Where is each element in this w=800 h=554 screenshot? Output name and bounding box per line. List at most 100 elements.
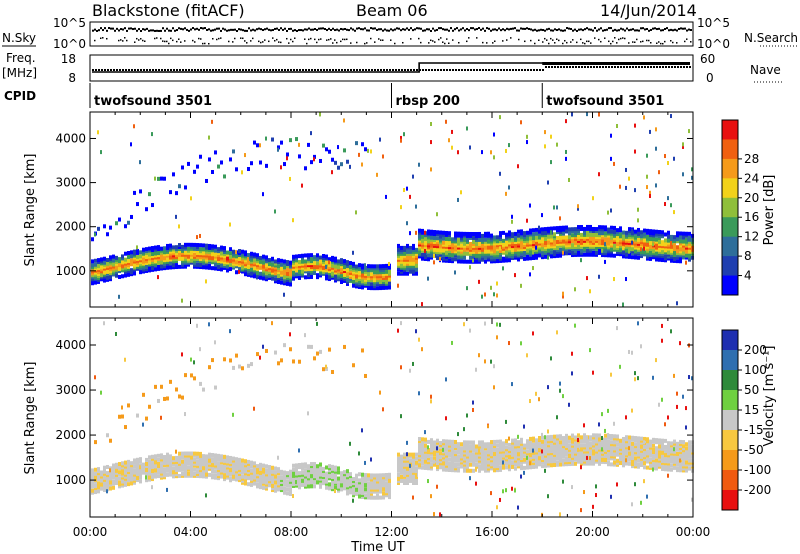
echo-cell xyxy=(613,243,616,248)
echo-cell xyxy=(535,235,538,240)
echo-cell xyxy=(373,479,376,484)
echo-cell xyxy=(688,231,691,236)
echo-cell xyxy=(382,481,385,486)
echo-cell xyxy=(277,258,280,263)
echo-cell xyxy=(256,466,259,471)
nsearch-point xyxy=(122,40,124,42)
noise-cell xyxy=(493,132,495,137)
echo-cell xyxy=(382,487,385,492)
echo-cell xyxy=(280,358,283,363)
echo-cell xyxy=(400,245,403,250)
nsearch-point xyxy=(234,37,236,40)
echo-cell xyxy=(343,259,346,264)
noise-cell xyxy=(400,138,402,143)
echo-cell xyxy=(175,459,178,464)
nsearch-point xyxy=(118,39,120,42)
echo-cell xyxy=(400,456,403,461)
echo-cell xyxy=(169,460,172,465)
echo-cell xyxy=(289,260,292,265)
echo-cell xyxy=(337,476,340,481)
echo-cell xyxy=(373,485,376,490)
echo-cell xyxy=(319,255,322,260)
echo-cell xyxy=(328,470,331,475)
noise-cell xyxy=(325,364,327,369)
echo-cell xyxy=(220,466,223,471)
echo-cell xyxy=(457,259,460,264)
echo-cell xyxy=(220,474,223,479)
echo-cell xyxy=(184,471,187,476)
echo-cell xyxy=(217,468,220,473)
nave-point xyxy=(350,69,352,71)
echo-cell xyxy=(373,487,376,492)
echo-cell xyxy=(424,439,427,444)
echo-cell xyxy=(172,474,175,479)
nsky-point xyxy=(398,27,400,30)
echo-cell xyxy=(439,451,442,456)
echo-cell xyxy=(406,476,409,481)
echo-cell xyxy=(136,471,139,476)
echo-cell xyxy=(190,451,193,456)
echo-cell xyxy=(295,272,298,277)
noise-cell xyxy=(136,245,138,250)
echo-cell xyxy=(403,474,406,479)
echo-cell xyxy=(370,479,373,484)
noise-cell xyxy=(439,512,441,517)
echo-cell xyxy=(493,452,496,457)
nsearch-point xyxy=(172,39,174,42)
echo-cell xyxy=(397,452,400,457)
echo-cell xyxy=(163,463,166,468)
echo-cell xyxy=(451,464,454,469)
echo-cell xyxy=(370,282,373,287)
echo-cell xyxy=(211,465,214,470)
nave-point xyxy=(95,69,97,71)
echo-cell xyxy=(343,472,346,477)
echo-cell xyxy=(190,242,193,247)
echo-cell xyxy=(379,475,382,480)
echo-cell xyxy=(313,484,316,489)
nave-point xyxy=(293,69,295,71)
nsearch-point xyxy=(382,39,384,41)
nsearch-point xyxy=(648,39,650,42)
echo-cell xyxy=(616,228,619,233)
nsky-point xyxy=(258,27,260,30)
echo-cell xyxy=(334,475,337,480)
echo-cell xyxy=(346,159,349,164)
echo-cell xyxy=(397,458,400,463)
nsearch-point xyxy=(550,37,552,40)
echo-cell xyxy=(559,247,562,252)
nsky-point xyxy=(656,28,658,31)
echo-cell xyxy=(439,447,442,452)
nave-point xyxy=(572,66,574,68)
noise-cell xyxy=(151,485,153,490)
echo-cell xyxy=(334,471,337,476)
noise-cell xyxy=(433,512,435,517)
echo-cell xyxy=(370,487,373,492)
echo-cell xyxy=(325,479,328,484)
nsky-point xyxy=(642,27,644,30)
nave-point xyxy=(560,66,562,68)
echo-cell xyxy=(124,462,127,467)
echo-cell xyxy=(262,477,265,482)
echo-cell xyxy=(205,470,208,475)
echo-cell xyxy=(370,481,373,486)
echo-cell xyxy=(451,443,454,448)
nsky-point xyxy=(128,27,130,30)
echo-cell xyxy=(445,443,448,448)
echo-cell xyxy=(478,231,481,236)
nsky-point xyxy=(562,29,564,32)
echo-cell xyxy=(673,243,676,248)
echo-cell xyxy=(460,448,463,453)
nsky-point xyxy=(256,28,258,31)
echo-cell xyxy=(475,446,478,451)
echo-cell xyxy=(289,469,292,474)
echo-cell xyxy=(448,441,451,446)
echo-cell xyxy=(292,479,295,484)
echo-cell xyxy=(457,448,460,453)
echo-cell xyxy=(430,229,433,234)
echo-cell xyxy=(463,464,466,469)
echo-cell xyxy=(127,474,130,479)
nsky-point xyxy=(210,29,212,32)
echo-cell xyxy=(469,444,472,449)
echo-cell xyxy=(94,490,97,495)
echo-cell xyxy=(346,277,349,282)
